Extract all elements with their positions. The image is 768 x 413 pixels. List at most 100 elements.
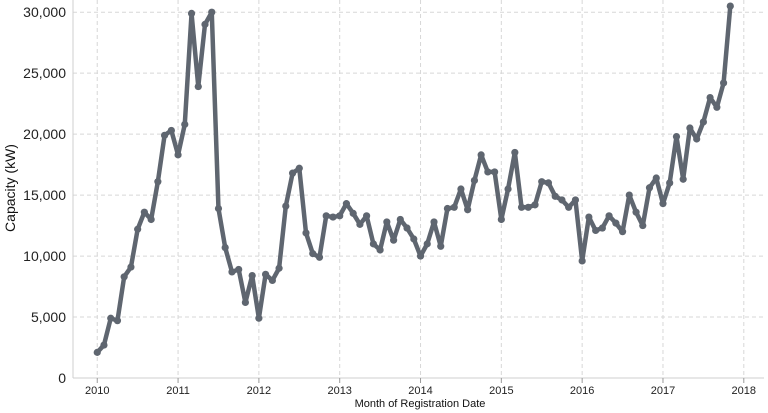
data-point xyxy=(288,169,297,177)
data-point xyxy=(538,178,546,186)
data-point xyxy=(349,209,357,217)
data-point xyxy=(679,175,687,183)
data-point xyxy=(524,203,532,211)
data-point xyxy=(625,191,633,199)
data-point xyxy=(497,215,505,224)
data-point xyxy=(558,196,566,204)
data-point xyxy=(612,219,620,227)
data-point xyxy=(248,271,256,280)
data-point xyxy=(659,200,667,208)
data-point xyxy=(632,208,640,216)
data-point xyxy=(194,82,202,91)
data-point xyxy=(517,203,526,211)
data-point xyxy=(423,240,431,248)
data-point xyxy=(93,348,101,356)
data-point xyxy=(302,229,310,237)
data-point xyxy=(100,341,108,349)
x-tick-label: 2011 xyxy=(166,385,190,397)
data-point xyxy=(605,212,613,220)
x-tick-label: 2013 xyxy=(327,385,351,397)
data-point xyxy=(443,204,452,213)
data-point xyxy=(174,151,182,159)
data-point xyxy=(464,206,472,214)
data-point xyxy=(585,213,593,221)
y-tick-label: 0 xyxy=(58,370,66,386)
y-tick-label: 15,000 xyxy=(23,187,66,203)
data-point xyxy=(201,20,209,28)
data-point xyxy=(282,202,290,210)
data-point xyxy=(652,174,660,182)
data-point xyxy=(544,179,553,187)
data-point xyxy=(107,314,115,322)
x-tick-label: 2017 xyxy=(651,385,675,397)
data-point xyxy=(396,215,404,224)
data-point xyxy=(383,218,391,226)
data-point xyxy=(315,253,324,261)
data-point xyxy=(255,314,263,322)
data-point xyxy=(565,203,573,211)
data-point xyxy=(571,196,580,204)
data-point xyxy=(416,252,425,260)
data-point xyxy=(484,168,492,176)
data-point xyxy=(275,264,283,272)
data-point xyxy=(120,273,128,281)
data-point xyxy=(127,263,135,271)
x-tick-label: 2010 xyxy=(85,385,109,397)
data-point xyxy=(511,148,519,157)
data-point xyxy=(713,103,721,111)
data-point xyxy=(551,192,559,200)
data-point xyxy=(645,184,654,192)
series-group xyxy=(93,2,734,356)
data-point xyxy=(140,208,148,216)
data-point xyxy=(686,124,694,132)
data-point xyxy=(390,236,398,244)
data-point xyxy=(154,178,162,186)
data-point xyxy=(336,212,344,220)
data-point xyxy=(410,235,418,243)
data-point xyxy=(403,224,411,232)
data-point xyxy=(356,220,364,228)
data-point xyxy=(208,8,216,16)
data-point xyxy=(235,265,243,274)
y-tick-label: 25,000 xyxy=(23,65,66,81)
data-point xyxy=(470,176,479,185)
data-point xyxy=(430,218,438,226)
data-point xyxy=(322,212,330,220)
data-point xyxy=(719,79,728,87)
data-point xyxy=(261,270,270,278)
data-point xyxy=(437,242,445,250)
data-point xyxy=(147,215,155,224)
data-point xyxy=(618,228,627,236)
data-point xyxy=(113,317,122,325)
data-point xyxy=(342,200,351,208)
x-tick-label: 2012 xyxy=(247,385,271,397)
data-point xyxy=(699,118,707,126)
x-tick-label: 2015 xyxy=(489,385,513,397)
data-point xyxy=(666,179,674,187)
y-tick-label: 20,000 xyxy=(23,126,66,142)
data-point xyxy=(706,93,714,102)
x-axis-ticks: 2010 2011 2012 2013 2014 2015 2016 2017 2018 xyxy=(85,378,756,397)
data-point xyxy=(578,257,586,265)
data-point xyxy=(531,201,539,209)
data-point xyxy=(592,226,600,235)
axes xyxy=(72,0,764,379)
data-point xyxy=(295,164,303,172)
data-point xyxy=(726,2,734,10)
data-point xyxy=(450,203,458,211)
data-point xyxy=(693,135,701,143)
data-point xyxy=(504,185,512,193)
data-point xyxy=(214,204,223,213)
data-point xyxy=(134,225,142,233)
data-point xyxy=(639,221,647,230)
data-point xyxy=(369,240,377,248)
data-point xyxy=(477,151,485,159)
data-point xyxy=(598,224,606,232)
data-point xyxy=(221,243,229,252)
data-point xyxy=(363,212,371,220)
y-tick-label: 30,000 xyxy=(23,4,66,20)
x-tick-label: 2014 xyxy=(408,385,432,397)
x-tick-label: 2018 xyxy=(732,385,756,397)
y-axis-ticks: 0 5,000 10,000 15,000 20,000 25,000 30,000 xyxy=(23,4,66,386)
data-point xyxy=(491,168,499,176)
